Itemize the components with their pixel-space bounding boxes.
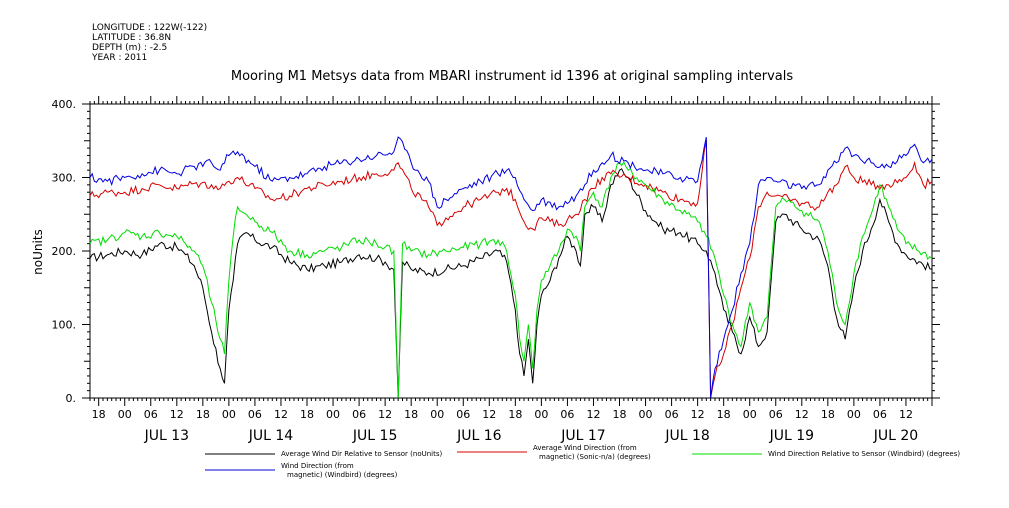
- x-hour-label: 06: [248, 408, 262, 421]
- series-line-1: [89, 168, 933, 399]
- legend-label-1: Average Wind Dir Relative to Sensor (noU…: [281, 450, 442, 458]
- meta-latitude: LATITUDE : 36.8N: [92, 33, 171, 43]
- legend-label-4: Wind Direction (from: [281, 462, 354, 470]
- x-hour-label: 00: [430, 408, 444, 421]
- x-hour-label: 06: [769, 408, 783, 421]
- x-hour-label: 06: [873, 408, 887, 421]
- legend: Average Wind Dir Relative to Sensor (noU…: [205, 444, 960, 479]
- x-hour-label: 12: [899, 408, 913, 421]
- x-hour-label: 18: [613, 408, 627, 421]
- x-hour-label: 12: [795, 408, 809, 421]
- x-hour-label: 00: [847, 408, 861, 421]
- legend-label-2: magnetic) (Sonic-n/a) (degrees): [539, 453, 651, 461]
- x-hour-label: 00: [534, 408, 548, 421]
- x-hour-label: 12: [378, 408, 392, 421]
- x-axis: 18 00 06 12 18 00 06 12 18 00 06 12 18 00 06 12 18 00 06 12…: [89, 96, 933, 444]
- x-hour-label: 06: [665, 408, 679, 421]
- x-hour-label: 12: [586, 408, 600, 421]
- x-hour-label: 00: [118, 408, 132, 421]
- y-axis: 0. 100. 200. 300. 400.: [52, 98, 940, 405]
- x-date-label: JUL 18: [664, 428, 709, 444]
- x-hour-label: 00: [639, 408, 653, 421]
- x-date-label: JUL 17: [560, 428, 605, 444]
- x-hour-label: 18: [404, 408, 418, 421]
- meta-longitude: LONGITUDE : 122W(-122): [92, 23, 207, 33]
- meta-depth: DEPTH (m) : -2.5: [92, 43, 167, 53]
- x-date-label: JUL 15: [352, 428, 397, 444]
- x-hour-label: 06: [560, 408, 574, 421]
- x-date-label: JUL 16: [456, 428, 502, 444]
- x-hour-label: 12: [482, 408, 496, 421]
- series-layer: [89, 136, 933, 399]
- y-tick-label: 200.: [52, 245, 77, 258]
- y-tick-label: 0.: [66, 392, 77, 405]
- chart-title: Mooring M1 Metsys data from MBARI instru…: [231, 69, 793, 84]
- legend-label-2: Average Wind Direction (from: [533, 444, 637, 452]
- y-tick-label: 300.: [52, 172, 77, 185]
- legend-label-3: Wind Direction Relative to Sensor (Windb…: [768, 450, 960, 458]
- x-hour-label: 18: [717, 408, 731, 421]
- x-hour-label: 06: [352, 408, 366, 421]
- meta-year: YEAR : 2011: [91, 53, 147, 63]
- x-hour-label: 12: [274, 408, 288, 421]
- x-hour-label: 18: [508, 408, 522, 421]
- x-hour-label: 18: [92, 408, 106, 421]
- x-hour-label: 18: [196, 408, 210, 421]
- x-hour-label: 18: [821, 408, 835, 421]
- x-hour-label: 12: [170, 408, 184, 421]
- x-date-label: JUL 13: [144, 428, 189, 444]
- x-hour-label: 06: [456, 408, 470, 421]
- x-hour-label: 00: [222, 408, 236, 421]
- y-tick-label: 100.: [52, 319, 77, 332]
- x-date-label: JUL 19: [769, 428, 814, 444]
- x-hour-label: 00: [326, 408, 340, 421]
- series-line-3: [89, 161, 933, 399]
- series-line-2: [89, 140, 933, 399]
- x-hour-label: 18: [300, 408, 314, 421]
- legend-label-4: magnetic) (Windbird) (degrees): [287, 471, 398, 479]
- series-line-4: [89, 136, 933, 399]
- x-date-label: JUL 14: [248, 428, 294, 444]
- y-axis-label: noUnits: [31, 229, 45, 275]
- x-hour-label: 00: [743, 408, 757, 421]
- x-hour-label: 12: [691, 408, 705, 421]
- y-tick-label: 400.: [52, 98, 77, 111]
- x-date-label: JUL 20: [873, 428, 918, 444]
- x-hour-label: 06: [144, 408, 158, 421]
